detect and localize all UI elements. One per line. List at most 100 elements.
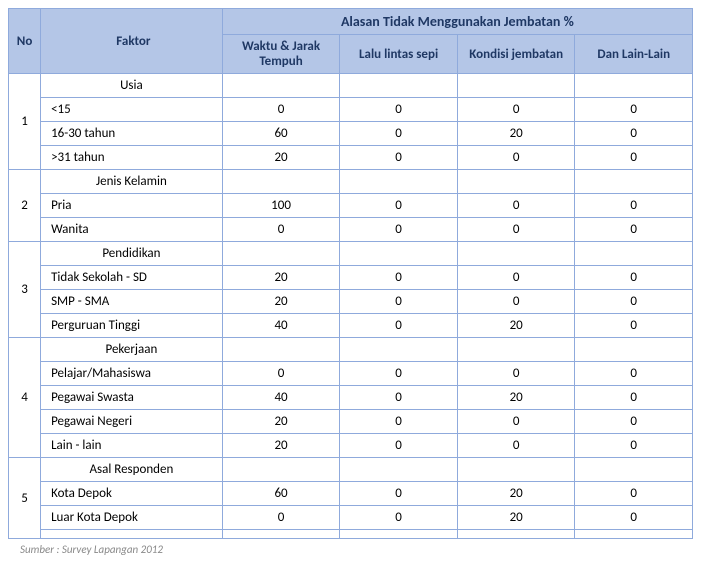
data-cell: 20 [222, 290, 340, 314]
row-label: Perguruan Tinggi [41, 314, 223, 338]
empty-cell [340, 170, 458, 194]
table-row: Perguruan Tinggi400200 [9, 314, 693, 338]
data-cell: 0 [340, 314, 458, 338]
data-cell: 0 [575, 194, 693, 218]
section-title: Pekerjaan [41, 338, 223, 362]
data-cell: 100 [222, 194, 340, 218]
data-cell [340, 530, 458, 539]
data-cell: 0 [575, 362, 693, 386]
empty-cell [222, 242, 340, 266]
table-row: Luar Kota Depok00200 [9, 506, 693, 530]
row-label: Lain - lain [41, 434, 223, 458]
data-cell: 40 [222, 314, 340, 338]
section-title-row: 1Usia [9, 74, 693, 98]
empty-cell [340, 458, 458, 482]
row-no: 4 [9, 338, 41, 458]
data-cell: 0 [340, 290, 458, 314]
header-col4: Dan Lain-Lain [575, 35, 693, 74]
empty-cell [222, 458, 340, 482]
table-row: Wanita0000 [9, 218, 693, 242]
row-no: 5 [9, 458, 41, 539]
data-cell: 0 [340, 410, 458, 434]
data-cell: 0 [575, 218, 693, 242]
data-table: No Faktor Alasan Tidak Menggunakan Jemba… [8, 8, 693, 539]
data-cell: 0 [340, 482, 458, 506]
data-cell: 0 [457, 362, 575, 386]
data-cell: 20 [457, 314, 575, 338]
data-cell: 40 [222, 386, 340, 410]
data-cell: 0 [340, 266, 458, 290]
data-cell: 0 [340, 386, 458, 410]
empty-cell [457, 458, 575, 482]
row-no: 1 [9, 74, 41, 170]
data-cell: 0 [222, 218, 340, 242]
section-title-row: 3Pendidikan [9, 242, 693, 266]
section-title-row: 5Asal Responden [9, 458, 693, 482]
row-no: 2 [9, 170, 41, 242]
data-cell: 20 [457, 122, 575, 146]
empty-cell [457, 74, 575, 98]
data-cell: 20 [457, 506, 575, 530]
row-label: Kota Depok [41, 482, 223, 506]
row-label: Pelajar/Mahasiswa [41, 362, 223, 386]
data-cell: 20 [222, 434, 340, 458]
data-cell: 0 [457, 434, 575, 458]
row-label: Wanita [41, 218, 223, 242]
table-row: Kota Depok600200 [9, 482, 693, 506]
row-label [41, 530, 223, 539]
data-cell: 0 [340, 218, 458, 242]
table-row: Lain - lain20000 [9, 434, 693, 458]
table-row: >31 tahun20000 [9, 146, 693, 170]
row-label: Pria [41, 194, 223, 218]
data-cell: 0 [457, 218, 575, 242]
empty-cell [340, 242, 458, 266]
row-label: Pegawai Swasta [41, 386, 223, 410]
data-cell: 20 [222, 266, 340, 290]
data-cell: 0 [340, 506, 458, 530]
section-title-row: 4Pekerjaan [9, 338, 693, 362]
empty-cell [222, 338, 340, 362]
data-cell: 20 [222, 146, 340, 170]
data-cell: 20 [222, 410, 340, 434]
data-cell [222, 530, 340, 539]
row-label: Pegawai Negeri [41, 410, 223, 434]
data-cell: 0 [457, 98, 575, 122]
table-row: Pegawai Swasta400200 [9, 386, 693, 410]
table-body: 1Usia<15000016-30 tahun600200>31 tahun20… [9, 74, 693, 539]
empty-cell [340, 74, 458, 98]
table-row: Pegawai Negeri20000 [9, 410, 693, 434]
data-cell: 0 [575, 482, 693, 506]
source-note: Sumber : Survey Lapangan 2012 [20, 543, 693, 556]
empty-cell [575, 242, 693, 266]
empty-cell [457, 338, 575, 362]
section-title: Pendidikan [41, 242, 223, 266]
empty-cell [222, 74, 340, 98]
empty-cell [575, 74, 693, 98]
table-row: Tidak Sekolah - SD20000 [9, 266, 693, 290]
data-cell: 20 [457, 482, 575, 506]
section-title-row: 2Jenis Kelamin [9, 170, 693, 194]
section-title: Asal Responden [41, 458, 223, 482]
row-label: Luar Kota Depok [41, 506, 223, 530]
table-row: Pria100000 [9, 194, 693, 218]
empty-cell [340, 338, 458, 362]
data-cell: 0 [575, 386, 693, 410]
empty-cell [575, 458, 693, 482]
row-label: <15 [41, 98, 223, 122]
data-cell: 0 [457, 290, 575, 314]
header-col3: Kondisi jembatan [457, 35, 575, 74]
header-col1: Waktu & Jarak Tempuh [222, 35, 340, 74]
row-label: >31 tahun [41, 146, 223, 170]
header-alasan: Alasan Tidak Menggunakan Jembatan % [222, 9, 692, 35]
header-no: No [9, 9, 41, 74]
data-cell [457, 530, 575, 539]
data-cell: 60 [222, 122, 340, 146]
data-cell: 0 [457, 266, 575, 290]
empty-cell [575, 170, 693, 194]
empty-cell [575, 338, 693, 362]
empty-cell [457, 170, 575, 194]
row-label: SMP - SMA [41, 290, 223, 314]
data-cell: 20 [457, 386, 575, 410]
table-row: 16-30 tahun600200 [9, 122, 693, 146]
data-cell: 0 [340, 362, 458, 386]
